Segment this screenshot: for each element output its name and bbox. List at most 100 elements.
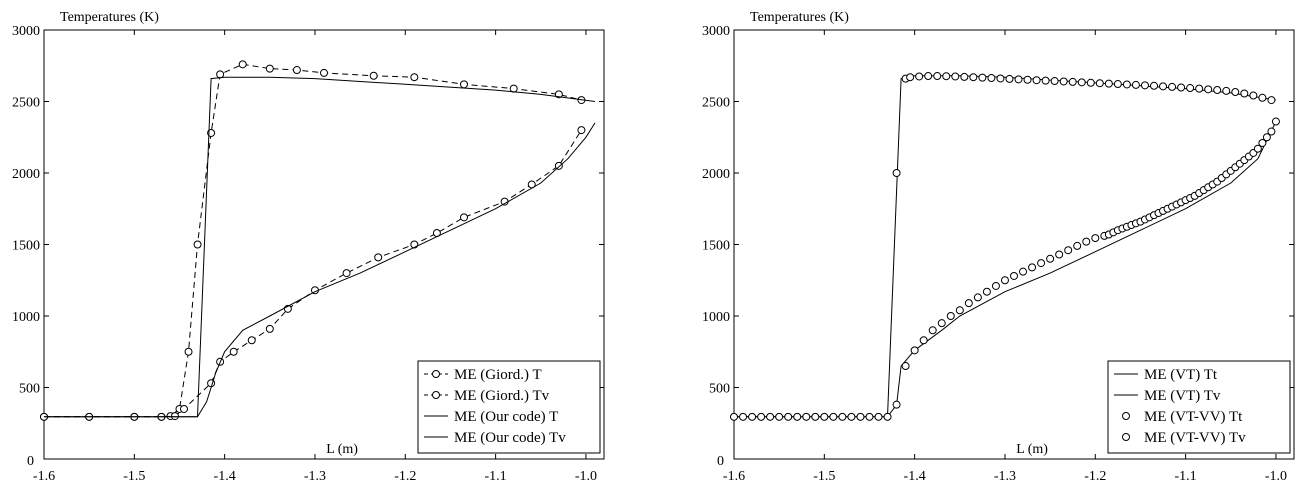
data-point — [292, 66, 301, 75]
legend-box — [417, 360, 601, 454]
data-point — [964, 299, 973, 308]
data-point — [1014, 75, 1023, 84]
x-tick-label: -1.2 — [1084, 469, 1106, 484]
series-line — [734, 75, 1276, 418]
data-point — [883, 412, 892, 421]
data-point — [1028, 263, 1037, 272]
data-point — [996, 74, 1005, 83]
data-point — [238, 60, 247, 69]
data-point — [1055, 250, 1064, 259]
data-point — [987, 74, 996, 83]
data-point — [1095, 79, 1104, 88]
y-tick-label: 2000 — [702, 167, 730, 182]
data-point — [892, 400, 901, 409]
x-tick-label: -1.6 — [33, 469, 55, 484]
data-point — [1159, 82, 1168, 91]
data-point — [960, 72, 969, 81]
y-tick-label: 2000 — [12, 167, 40, 182]
y-tick-label: 1500 — [702, 239, 730, 254]
data-point — [1177, 83, 1186, 92]
data-point — [1091, 234, 1100, 243]
data-point — [1249, 91, 1258, 100]
y-axis-label: Temperatures (K) — [750, 10, 849, 25]
data-point — [1195, 84, 1204, 93]
data-point — [847, 412, 856, 421]
legend-label: ME (Giord.) Tv — [454, 388, 550, 404]
data-point — [1258, 93, 1267, 102]
legend-marker-swatch — [1122, 433, 1130, 441]
data-point — [1150, 81, 1158, 90]
x-tick-label: -1.2 — [394, 469, 416, 484]
data-point — [820, 412, 829, 421]
data-point — [1041, 76, 1050, 85]
y-tick-label: 500 — [709, 382, 730, 397]
data-point — [1186, 84, 1195, 93]
data-point — [978, 73, 987, 82]
series-line — [734, 121, 1277, 418]
data-point — [1010, 271, 1018, 280]
data-point — [811, 412, 820, 421]
data-point — [509, 84, 518, 93]
data-point — [1019, 267, 1028, 276]
right-chart: 500 1000 1500 2000 2500 3000 0-1.6 -1.5 -1.4 -1.3… — [702, 10, 1295, 484]
y-tick-label: 1500 — [12, 239, 40, 254]
y-tick-label: 2500 — [12, 96, 40, 111]
series-line — [44, 76, 596, 418]
x-axis-label: L (m) — [326, 442, 358, 457]
legend-marker-swatch — [1122, 412, 1130, 420]
y-axis-label: Temperatures (K) — [60, 10, 159, 25]
data-point — [937, 319, 946, 328]
data-point — [1032, 76, 1041, 85]
data-point — [1073, 241, 1082, 250]
data-point — [1086, 78, 1095, 87]
data-point — [1050, 77, 1059, 86]
y-tick-label: 500 — [19, 382, 40, 397]
data-point — [216, 70, 225, 79]
data-point — [1267, 127, 1276, 136]
legend-marker-swatch — [432, 370, 440, 378]
x-tick-label: -1.4 — [214, 469, 236, 484]
x-tick-label: -1.4 — [904, 469, 926, 484]
data-point — [946, 312, 955, 320]
data-point — [1077, 78, 1086, 87]
data-point — [577, 126, 586, 135]
x-tick-label: -1.1 — [485, 469, 507, 484]
data-point — [342, 269, 351, 278]
data-point — [1168, 82, 1177, 91]
data-point — [802, 412, 811, 421]
data-point — [766, 412, 775, 421]
data-point — [1037, 259, 1046, 268]
data-point — [1064, 246, 1073, 255]
data-point — [856, 412, 865, 421]
data-point — [265, 64, 274, 73]
data-point — [1023, 75, 1032, 84]
data-point — [793, 412, 802, 421]
y-tick-label: 3000 — [12, 24, 40, 39]
y-tick-label: 1000 — [12, 310, 40, 325]
data-point — [933, 72, 942, 81]
data-point — [838, 412, 847, 421]
data-point — [829, 412, 838, 421]
data-point — [1231, 88, 1240, 97]
data-point — [1140, 81, 1149, 90]
y-tick-label: 2500 — [702, 96, 730, 111]
data-point — [915, 72, 924, 81]
data-point — [320, 68, 328, 77]
data-point — [973, 293, 982, 302]
legend-box — [1107, 360, 1291, 454]
data-point — [1046, 254, 1055, 263]
data-point — [775, 412, 784, 421]
legend-label: ME (VT-VV) Tt — [1144, 409, 1243, 425]
x-tick-label: -1.6 — [723, 469, 745, 484]
data-point — [460, 80, 468, 89]
data-point — [739, 412, 748, 421]
data-point — [951, 72, 960, 81]
y-zero-label: 0 — [717, 454, 724, 469]
data-point — [942, 72, 951, 81]
x-axis-label: L (m) — [1016, 442, 1048, 457]
data-point — [247, 336, 256, 345]
data-point — [1122, 80, 1131, 89]
data-point — [1000, 276, 1009, 285]
data-point — [982, 287, 991, 296]
data-point — [901, 362, 910, 371]
